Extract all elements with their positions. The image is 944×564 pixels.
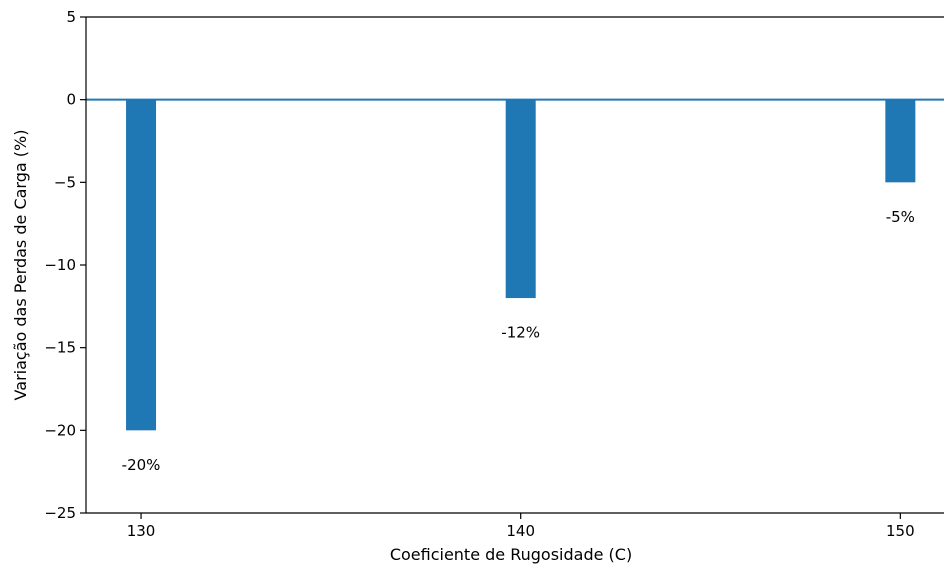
y-tick-label: −25 — [44, 504, 76, 522]
y-tick-label: −15 — [44, 339, 76, 357]
data-label-140: -12% — [501, 324, 540, 342]
x-tick-label: 140 — [506, 522, 535, 540]
y-tick-label: −5 — [54, 173, 76, 191]
x-tick-label: 150 — [886, 522, 915, 540]
data-label-130: -20% — [122, 456, 161, 474]
y-axis-title: Variação das Perdas de Carga (%) — [11, 130, 30, 401]
data-label-150: -5% — [886, 208, 915, 226]
x-tick-label: 130 — [127, 522, 156, 540]
data-labels: -20% -12% -5% — [122, 208, 915, 474]
y-tick-label: −10 — [44, 256, 76, 274]
bar-150 — [885, 99, 916, 183]
y-tick-label: 5 — [66, 8, 76, 26]
bar-130 — [126, 99, 157, 431]
y-ticks: 5 0 −5 −10 −15 −20 −25 — [44, 8, 86, 522]
bar-140 — [505, 99, 536, 299]
x-ticks: 130 140 150 — [127, 513, 915, 540]
y-tick-label: −20 — [44, 421, 76, 439]
bars-layer — [126, 99, 916, 431]
y-tick-label: 0 — [66, 91, 76, 109]
x-axis-title: Coeficiente de Rugosidade (C) — [390, 545, 632, 564]
